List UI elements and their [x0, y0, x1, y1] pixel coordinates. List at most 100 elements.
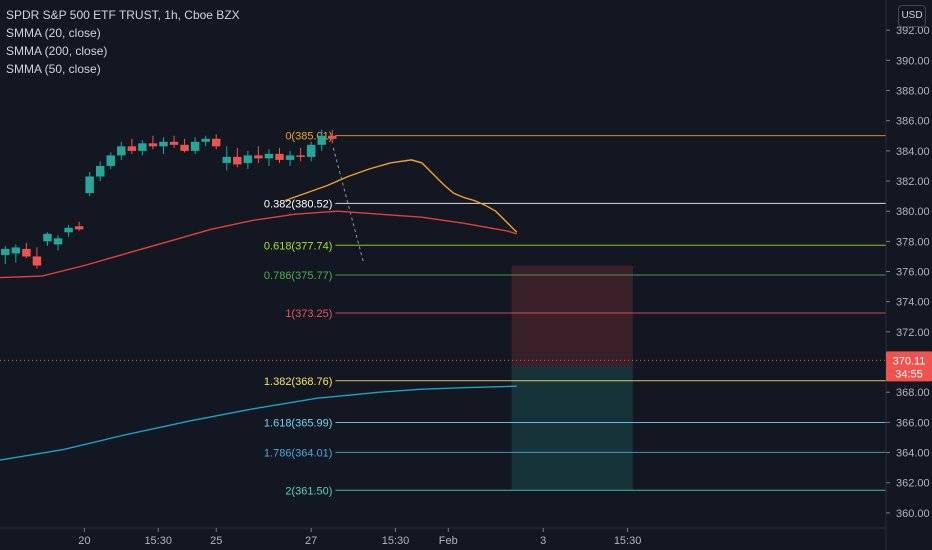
candle: [211, 134, 221, 150]
candle-body: [233, 156, 242, 165]
candle: [306, 141, 316, 162]
candle-body: [64, 227, 73, 233]
fib-level-label: 2(361.50): [285, 485, 332, 497]
price-tick-label: 392.00: [896, 25, 930, 37]
chart-legend: SPDR S&P 500 ETF TRUST, 1h, Cboe BZX SMM…: [6, 6, 240, 78]
candle: [159, 137, 168, 154]
candle-body: [243, 155, 253, 163]
candle-body: [53, 238, 63, 245]
study-smma-20[interactable]: SMMA (20, close): [6, 26, 101, 40]
fib-level-label: 0.786(375.77): [264, 270, 333, 282]
fib-level-label: 1.382(368.76): [264, 376, 333, 388]
price-tick-label: 378.00: [896, 236, 930, 248]
candle-body: [201, 138, 210, 142]
candle: [138, 140, 147, 156]
candle: [85, 171, 94, 197]
candle-body: [11, 247, 21, 254]
last-price-badge: [886, 351, 932, 382]
time-tick-label: 3: [540, 535, 546, 547]
candle-body: [264, 153, 274, 159]
study-smma-50[interactable]: SMMA (50, close): [6, 62, 101, 76]
price-tick-label: 376.00: [896, 267, 930, 279]
price-tick-label: 366.00: [896, 417, 930, 429]
candle-body: [190, 141, 200, 151]
candle-body: [306, 144, 316, 157]
candle-body: [317, 135, 326, 145]
candle: [201, 135, 210, 147]
candle-body: [169, 141, 179, 145]
candle-body: [328, 135, 337, 139]
study-smma-200[interactable]: SMMA (200, close): [6, 44, 108, 58]
candle-body: [254, 155, 263, 159]
candle: [285, 150, 295, 166]
position-target-zone: [511, 366, 633, 491]
candle: [180, 138, 189, 153]
candle: [95, 161, 105, 182]
candle: [233, 147, 242, 168]
fib-level-label: 1(373.25): [285, 308, 332, 320]
price-tick-label: 390.00: [896, 55, 930, 67]
candle: [32, 247, 42, 269]
candle-body: [22, 248, 31, 257]
price-tick-label: 374.00: [896, 297, 930, 309]
candle: [106, 152, 115, 169]
time-tick-label: 15:30: [614, 535, 642, 547]
candle-body: [296, 155, 305, 157]
price-tick-label: 380.00: [896, 206, 930, 218]
price-tick-label: 382.00: [896, 176, 930, 188]
symbol-title[interactable]: SPDR S&P 500 ETF TRUST, 1h, Cboe BZX: [6, 8, 240, 22]
candle: [22, 242, 31, 258]
fib-level-label: 0.382(380.52): [264, 198, 333, 210]
bar-countdown: 34:55: [895, 368, 923, 380]
candle: [64, 224, 73, 237]
candle-body: [74, 226, 84, 230]
price-tick-label: 388.00: [896, 86, 930, 98]
price-tick-label: 360.00: [896, 508, 930, 520]
candle: [148, 135, 158, 150]
candle: [53, 235, 63, 251]
candle-body: [32, 256, 42, 266]
candle-body: [106, 155, 115, 166]
candle-body: [180, 144, 189, 151]
candle: [74, 221, 84, 231]
candle-body: [138, 143, 147, 151]
candle-body: [211, 138, 221, 147]
candle: [127, 138, 137, 154]
smma-line: [0, 210, 517, 279]
candle-body: [43, 233, 52, 242]
candle-body: [127, 146, 137, 151]
smma-line: [284, 159, 518, 233]
candle-body: [275, 153, 284, 160]
time-tick-label: 25: [210, 535, 222, 547]
price-tick-label: 364.00: [896, 448, 930, 460]
position-stop-zone: [511, 265, 633, 367]
last-price-value: 370.11: [893, 355, 926, 367]
price-tick-label: 362.00: [896, 478, 930, 490]
candle: [317, 129, 326, 151]
candle: [1, 245, 10, 264]
candle: [11, 244, 21, 263]
price-tick-label: 368.00: [896, 387, 930, 399]
fib-level-label: 0.618(377.74): [264, 240, 333, 252]
candle: [254, 146, 263, 163]
price-tick-label: 384.00: [896, 146, 930, 158]
candle: [328, 129, 337, 144]
candle-body: [222, 156, 232, 163]
candle-body: [148, 143, 158, 147]
fib-level-label: 1.786(364.01): [264, 447, 333, 459]
candle-body: [1, 248, 10, 255]
time-tick-label: Feb: [439, 535, 458, 547]
candle-body: [95, 165, 105, 177]
time-tick-label: 15:30: [144, 535, 172, 547]
candle-body: [117, 146, 126, 156]
smma-line: [0, 385, 517, 461]
candle: [243, 150, 253, 169]
time-tick-label: 15:30: [382, 535, 410, 547]
fib-trendline: [332, 147, 365, 265]
candle: [169, 135, 179, 148]
fib-level-label: 1.618(365.99): [264, 418, 333, 430]
candle-body: [285, 155, 295, 160]
time-tick-label: 27: [305, 535, 317, 547]
currency-button[interactable]: USD: [898, 5, 926, 27]
